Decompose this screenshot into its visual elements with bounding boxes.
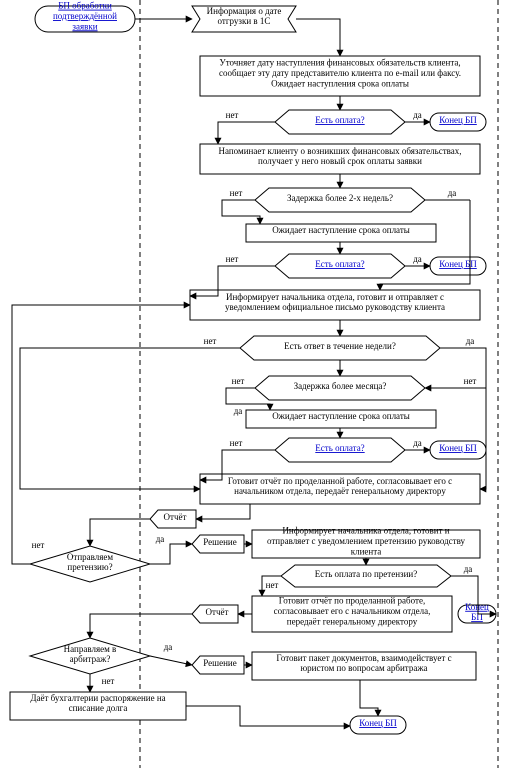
edge bbox=[196, 504, 250, 519]
svg-text:Информирует начальника отдела,: Информирует начальника отдела, готовит и… bbox=[225, 292, 445, 312]
svg-text:Конец БП: Конец БП bbox=[439, 259, 477, 269]
edge-label: да bbox=[156, 534, 165, 544]
svg-text:Отчёт: Отчёт bbox=[164, 512, 187, 522]
svg-text:Отправляемпретензию?: Отправляемпретензию? bbox=[67, 552, 114, 572]
edge-label: нет bbox=[204, 336, 217, 346]
edge bbox=[186, 706, 350, 726]
edge-label: нет bbox=[226, 110, 239, 120]
svg-text:Конец БП: Конец БП bbox=[439, 443, 477, 453]
svg-text:Конец БП: Конец БП bbox=[359, 718, 397, 728]
edge bbox=[90, 519, 150, 546]
svg-text:Ожидает наступление срока опла: Ожидает наступление срока оплаты bbox=[272, 225, 410, 235]
svg-text:Есть оплата?: Есть оплата? bbox=[315, 115, 364, 125]
edge-label: нет bbox=[266, 580, 279, 590]
edge-label: нет bbox=[232, 376, 245, 386]
edge bbox=[218, 122, 275, 144]
svg-text:Направляем варбитраж?: Направляем варбитраж? bbox=[64, 644, 117, 664]
edge-label: да bbox=[164, 642, 173, 652]
svg-text:Есть оплата по претензии?: Есть оплата по претензии? bbox=[315, 569, 417, 579]
svg-text:Задержка более месяца?: Задержка более месяца? bbox=[294, 381, 387, 391]
svg-text:Отчёт: Отчёт bbox=[206, 607, 229, 617]
edge bbox=[296, 19, 340, 56]
edge-label: да bbox=[413, 254, 422, 264]
svg-text:Есть оплата?: Есть оплата? bbox=[315, 443, 364, 453]
svg-text:Решение: Решение bbox=[203, 537, 236, 547]
svg-text:Информация о датеотгрузки в 1С: Информация о датеотгрузки в 1С bbox=[207, 6, 282, 26]
edge bbox=[222, 200, 260, 224]
edge bbox=[90, 614, 192, 638]
edge-label: да bbox=[413, 438, 422, 448]
svg-text:Задержка более 2-х недель?: Задержка более 2-х недель? bbox=[287, 193, 393, 203]
edge-label: нет bbox=[230, 188, 243, 198]
svg-text:Есть оплата?: Есть оплата? bbox=[315, 259, 364, 269]
edge bbox=[20, 348, 240, 489]
edge bbox=[150, 656, 192, 665]
svg-text:Ожидает наступление срока опла: Ожидает наступление срока оплаты bbox=[272, 411, 410, 421]
edge-label: нет bbox=[32, 540, 45, 550]
edge-label: да bbox=[413, 110, 422, 120]
edge bbox=[360, 680, 378, 716]
edge-label: да bbox=[466, 336, 475, 346]
edge bbox=[425, 348, 486, 388]
svg-text:Решение: Решение bbox=[203, 658, 236, 668]
svg-text:Есть ответ в течение недели?: Есть ответ в течение недели? bbox=[284, 341, 396, 351]
svg-text:нет: нет bbox=[464, 376, 477, 386]
svg-text:Готовит отчёт по проделанной р: Готовит отчёт по проделанной работе,согл… bbox=[274, 596, 431, 627]
edge-label: нет bbox=[102, 676, 115, 686]
edge-label: нет bbox=[226, 254, 239, 264]
edge-label: да bbox=[464, 564, 473, 574]
edge bbox=[150, 544, 192, 564]
edge-label: да bbox=[448, 188, 457, 198]
svg-text:Готовит отчёт по проделанной р: Готовит отчёт по проделанной работе, сог… bbox=[228, 476, 452, 496]
svg-text:Конец БП: Конец БП bbox=[439, 115, 477, 125]
edge-label: нет bbox=[230, 438, 243, 448]
svg-text:Готовит пакет документов, взаи: Готовит пакет документов, взаимодействуе… bbox=[276, 653, 451, 673]
svg-text:да: да bbox=[234, 406, 243, 416]
